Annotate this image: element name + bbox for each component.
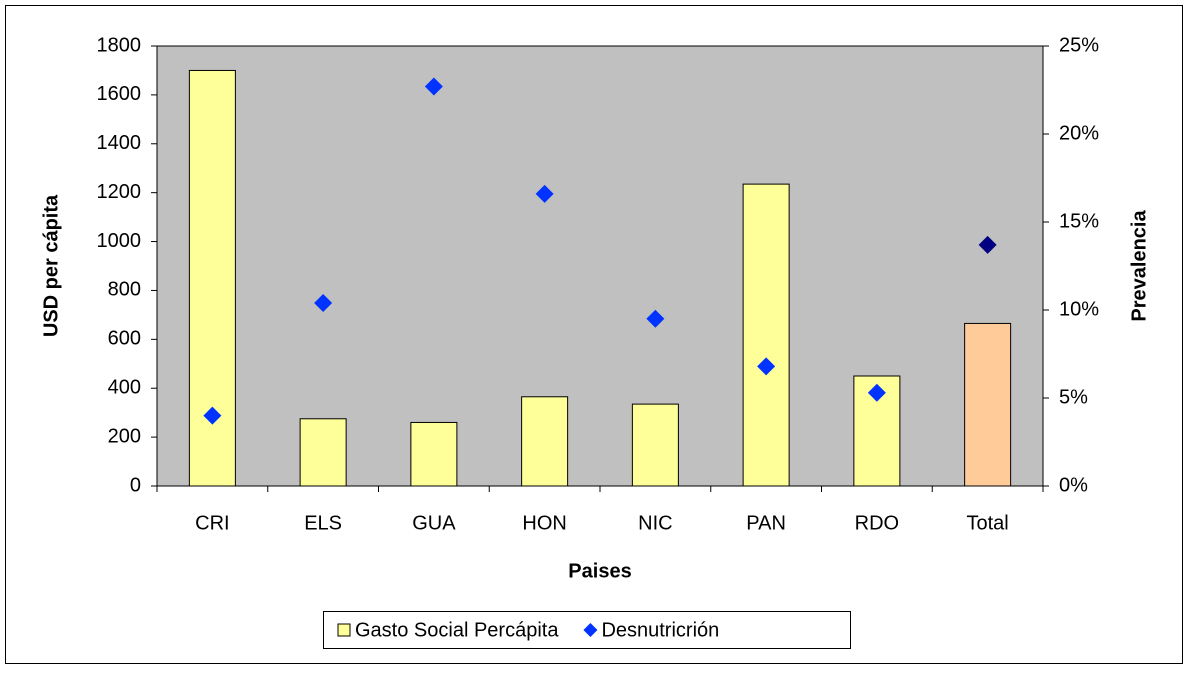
marker	[535, 184, 554, 203]
x-tick-label: NIC	[638, 512, 672, 534]
y2-tick-label: 15%	[1059, 210, 1099, 232]
marker	[203, 406, 222, 425]
y-tick-label: 1400	[97, 132, 142, 154]
plot-area	[156, 45, 1044, 487]
x-tick-label: GUA	[412, 512, 456, 534]
bar	[631, 403, 679, 487]
legend-swatch	[337, 623, 351, 637]
y2-tick-label: 20%	[1059, 122, 1099, 144]
y-tick-label: 800	[108, 279, 141, 301]
bar	[521, 396, 569, 487]
y-tick-label: 200	[108, 425, 141, 447]
x-tick-label: Total	[967, 512, 1009, 534]
marker	[978, 235, 997, 254]
x-tick-label: CRI	[195, 512, 229, 534]
x-tick-label: HON	[522, 512, 566, 534]
marker	[867, 383, 886, 402]
y2-tick-label: 25%	[1059, 34, 1099, 56]
legend-swatch	[583, 623, 598, 637]
y-tick-label: 600	[108, 328, 141, 350]
legend-label: Gasto Social Percápita	[355, 619, 559, 641]
x-axis-title: Paises	[568, 560, 631, 582]
bar	[410, 421, 458, 487]
marker	[424, 77, 443, 96]
marker	[757, 357, 776, 376]
x-tick-label: PAN	[746, 512, 786, 534]
y2-tick-label: 5%	[1059, 386, 1088, 408]
y-tick-label: 1800	[97, 34, 142, 56]
bar	[742, 183, 790, 487]
x-tick-label: ELS	[304, 512, 342, 534]
marker	[646, 309, 665, 328]
y-tick-label: 0	[130, 474, 141, 496]
y2-tick-label: 0%	[1059, 474, 1088, 496]
x-tick-label: RDO	[855, 512, 899, 534]
y-axis-title: USD per cápita	[40, 194, 62, 337]
legend-label: Desnutricrión	[601, 619, 719, 641]
y-tick-label: 1000	[97, 230, 142, 252]
bar	[964, 322, 1012, 487]
marker	[314, 293, 333, 312]
y-tick-label: 1200	[97, 181, 142, 203]
bar	[188, 69, 236, 487]
y-tick-label: 400	[108, 377, 141, 399]
y-tick-label: 1600	[97, 83, 142, 105]
y2-tick-label: 10%	[1059, 298, 1099, 320]
bar	[299, 418, 347, 487]
y2-axis-title: Prevalencia	[1128, 210, 1150, 322]
